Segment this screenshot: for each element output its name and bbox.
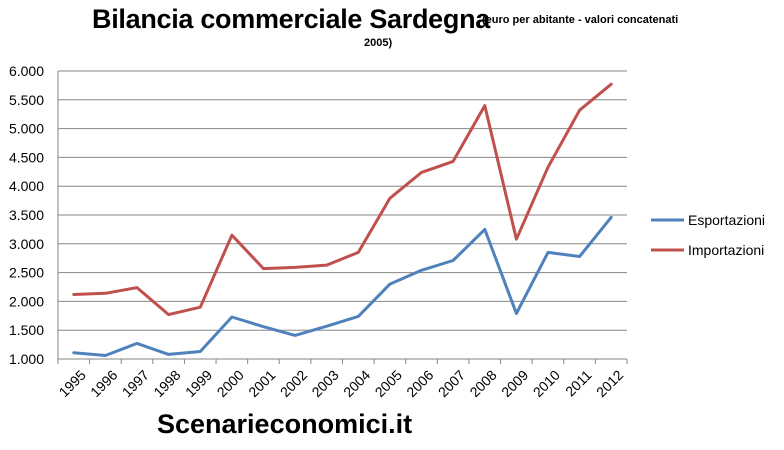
x-tick-label: 2010 <box>530 367 563 400</box>
x-tick-label: 1996 <box>87 367 120 400</box>
chart-subtitle-line1: (euro per abitante - valori concatenati <box>482 14 679 26</box>
y-tick-label: 4.500 <box>9 149 44 165</box>
x-tick-label: 1997 <box>119 367 152 400</box>
x-tick-label: 2004 <box>340 367 373 400</box>
y-tick-label: 2.500 <box>9 265 44 281</box>
y-tick-label: 3.500 <box>9 207 44 223</box>
x-tick-label: 2003 <box>308 367 341 400</box>
watermark: Scenarieconomici.it <box>157 409 413 439</box>
series-line-importazioni <box>72 82 613 317</box>
x-tick-label: 2012 <box>593 367 626 400</box>
x-tick-label: 2011 <box>562 367 595 400</box>
series-line-esportazioni <box>72 215 613 357</box>
y-tick-label: 5.500 <box>9 92 44 108</box>
x-tick-label: 2001 <box>245 367 278 400</box>
y-tick-label: 5.000 <box>9 121 44 137</box>
x-tick-label: 1995 <box>56 367 89 400</box>
y-tick-label: 6.000 <box>9 63 44 79</box>
x-tick-label: 1999 <box>182 367 215 400</box>
x-tick-label: 2002 <box>277 367 310 400</box>
y-tick-label: 2.000 <box>9 293 44 309</box>
x-tick-label: 2005 <box>372 367 405 400</box>
y-tick-label: 4.000 <box>9 178 44 194</box>
chart-title: Bilancia commerciale Sardegna <box>92 4 490 34</box>
y-tick-label: 1.000 <box>9 351 44 367</box>
x-tick-label: 2006 <box>403 367 436 400</box>
y-tick-label: 3.000 <box>9 236 44 252</box>
y-tick-label: 1.500 <box>9 322 44 338</box>
legend-label-esportazioni: Esportazioni <box>688 212 765 228</box>
x-tick-label: 2008 <box>466 367 499 400</box>
x-tick-label: 2007 <box>435 367 468 400</box>
x-tick-label: 2009 <box>498 367 531 400</box>
legend-label-importazioni: Importazioni <box>688 242 764 258</box>
x-tick-label: 1998 <box>150 367 183 400</box>
chart-subtitle-line2: 2005) <box>364 37 393 49</box>
x-tick-label: 2000 <box>214 367 247 400</box>
